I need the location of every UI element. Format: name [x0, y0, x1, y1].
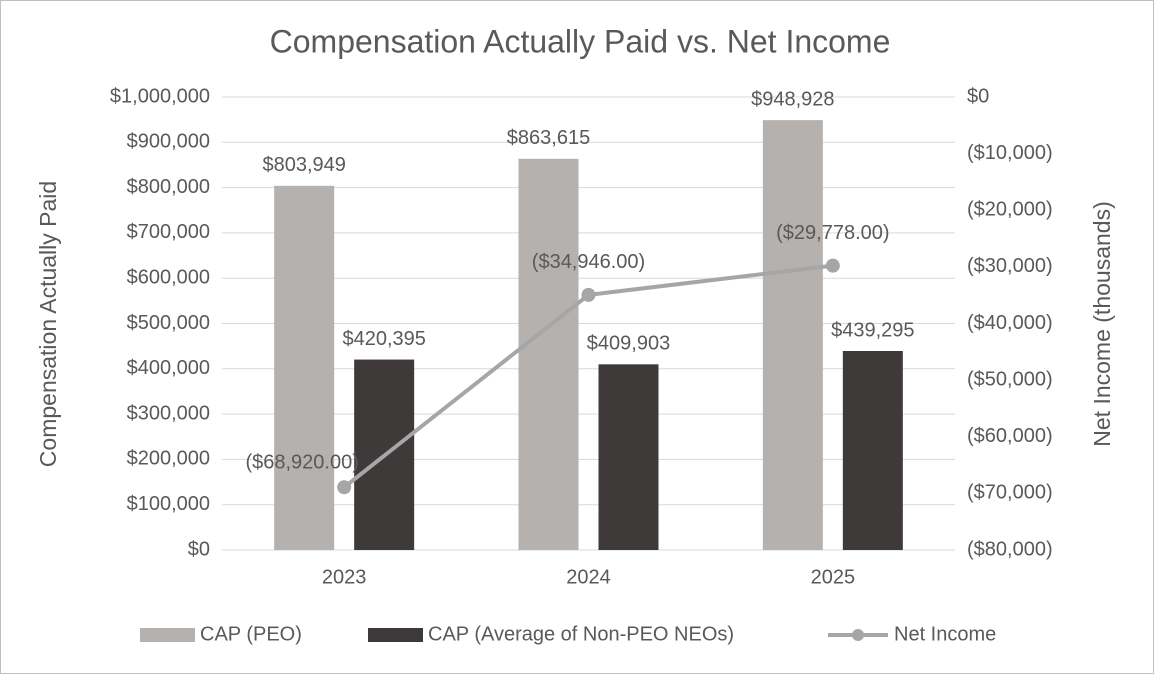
y2-tick-label: ($10,000) — [967, 142, 1053, 164]
y2-tick-label: ($30,000) — [967, 255, 1053, 277]
y-tick-label: $100,000 — [127, 493, 210, 515]
value-label: ($34,946.00) — [532, 251, 645, 273]
legend-label: CAP (Average of Non-PEO NEOs) — [428, 623, 734, 645]
y-tick-label: $1,000,000 — [110, 85, 210, 107]
value-label: $948,928 — [751, 88, 834, 110]
legend-swatch — [852, 629, 864, 641]
chart-title: Compensation Actually Paid vs. Net Incom… — [270, 23, 891, 59]
value-label: ($29,778.00) — [776, 222, 889, 244]
y-tick-label: $200,000 — [127, 448, 210, 470]
bar — [598, 364, 659, 550]
y-tick-label: $600,000 — [127, 266, 210, 288]
value-label: $409,903 — [587, 333, 670, 355]
bar — [842, 350, 903, 550]
legend-swatch — [140, 628, 195, 642]
value-label: ($68,920.00) — [245, 452, 358, 474]
legend-label: Net Income — [894, 623, 996, 645]
value-label: $803,949 — [262, 154, 345, 176]
bar — [274, 185, 335, 550]
legend-swatch — [368, 628, 423, 642]
y-tick-label: $300,000 — [127, 402, 210, 424]
y2-tick-label: ($60,000) — [967, 425, 1053, 447]
y-tick-label: $900,000 — [127, 131, 210, 153]
y-tick-label: $400,000 — [127, 357, 210, 379]
y2-tick-label: ($40,000) — [967, 312, 1053, 334]
y2-axis-label: Net Income (thousands) — [1089, 201, 1115, 446]
bar — [518, 158, 579, 550]
y-tick-label: $500,000 — [127, 312, 210, 334]
y-tick-label: $800,000 — [127, 176, 210, 198]
y-tick-label: $0 — [188, 538, 210, 560]
y-tick-label: $700,000 — [127, 221, 210, 243]
value-label: $420,395 — [342, 328, 425, 350]
y2-tick-label: ($50,000) — [967, 368, 1053, 390]
x-tick-label: 2024 — [566, 566, 611, 588]
x-tick-label: 2025 — [811, 566, 856, 588]
bar — [762, 120, 823, 550]
legend-label: CAP (PEO) — [200, 623, 302, 645]
y2-tick-label: ($80,000) — [967, 538, 1053, 560]
value-label: $439,295 — [831, 319, 914, 341]
y2-tick-label: $0 — [967, 85, 989, 107]
y2-tick-label: ($20,000) — [967, 199, 1053, 221]
value-label: $863,615 — [507, 127, 590, 149]
line-marker — [825, 258, 840, 273]
y2-tick-label: ($70,000) — [967, 482, 1053, 504]
line-marker — [581, 287, 596, 302]
y-axis-label: Compensation Actually Paid — [35, 181, 61, 467]
x-tick-label: 2023 — [322, 566, 367, 588]
line-marker — [337, 480, 352, 495]
